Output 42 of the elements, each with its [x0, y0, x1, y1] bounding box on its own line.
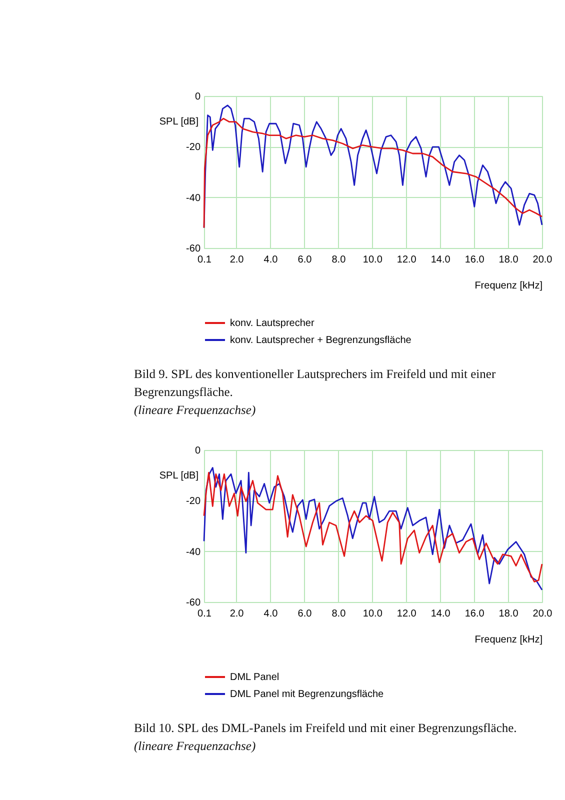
y-axis-title: SPL [dB] [159, 470, 199, 482]
y-tick-label: 0 [194, 92, 201, 102]
y-tick-label: -20 [186, 142, 201, 154]
x-tick-label: 8.0 [332, 254, 346, 266]
legend-label: konv. Lautsprecher + Begrenzungsfläche [230, 335, 412, 346]
legend-label: DML Panel mit Begrenzungsfläche [230, 689, 384, 700]
y-tick-label: 0 [194, 446, 201, 456]
x-axis-title: Frequenz [kHz] [474, 634, 543, 646]
x-tick-label: 20.0 [532, 254, 553, 266]
x-tick-label: 14.0 [430, 608, 451, 620]
legend-label: konv. Lautsprecher [230, 318, 315, 329]
x-tick-label: 0.1 [198, 254, 212, 266]
x-tick-label: 18.0 [498, 608, 519, 620]
x-tick-label: 0.1 [198, 608, 212, 620]
text: (lineare Frequenzachse) [134, 403, 256, 417]
x-tick-label: 6.0 [298, 608, 312, 620]
x-tick-label: 8.0 [332, 608, 346, 620]
x-tick-label: 4.0 [264, 254, 278, 266]
text: Bild 9. SPL des konventioneller Lautsprechers im Freifeld und mit einer Begrenzungsfläche. [134, 367, 496, 399]
text: Bild 10. SPL des DML-Panels im Freifeld und mit einer Begrenzungsfläche. [134, 721, 517, 735]
x-tick-label: 2.0 [230, 608, 244, 620]
text: (lineare Frequenzachse) [134, 739, 256, 753]
x-tick-label: 10.0 [362, 608, 383, 620]
x-tick-label: 18.0 [498, 254, 519, 266]
x-tick-label: 12.0 [396, 608, 417, 620]
x-tick-label: 10.0 [362, 254, 383, 266]
x-tick-label: 6.0 [298, 254, 312, 266]
x-tick-label: 12.0 [396, 254, 417, 266]
y-tick-label: -40 [186, 192, 201, 204]
x-tick-label: 14.0 [430, 254, 451, 266]
legend-label: DML Panel [230, 672, 280, 683]
x-tick-label: 4.0 [264, 608, 278, 620]
x-tick-label: 16.0 [464, 608, 485, 620]
y-tick-label: -60 [186, 244, 201, 254]
y-tick-label: -60 [186, 598, 201, 608]
x-tick-label: 20.0 [532, 608, 553, 620]
x-axis-title: Frequenz [kHz] [474, 280, 543, 292]
x-tick-label: 2.0 [230, 254, 244, 266]
y-tick-label: -20 [186, 496, 201, 508]
y-axis-title: SPL [dB] [159, 116, 199, 128]
x-tick-label: 16.0 [464, 254, 485, 266]
y-tick-label: -40 [186, 546, 201, 558]
